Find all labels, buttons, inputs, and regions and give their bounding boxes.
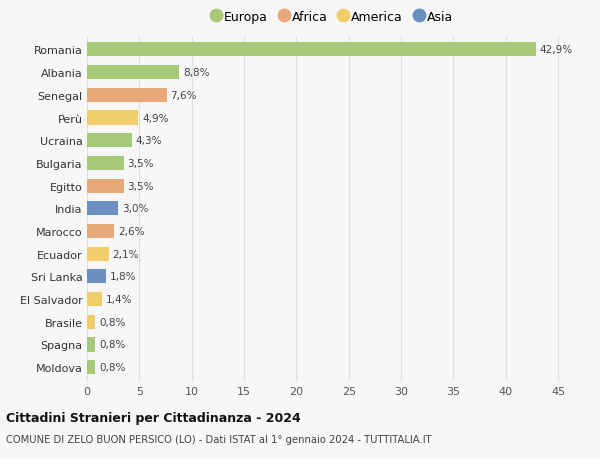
Text: 0,8%: 0,8% (99, 340, 125, 350)
Text: 8,8%: 8,8% (183, 68, 209, 78)
Bar (87, 89, 167, 103)
Text: 42,9%: 42,9% (540, 45, 573, 55)
Bar (87, 157, 124, 171)
Text: 2,6%: 2,6% (118, 226, 145, 236)
Bar (87, 270, 106, 284)
Text: 3,0%: 3,0% (122, 204, 148, 214)
Text: Cittadini Stranieri per Cittadinanza - 2024: Cittadini Stranieri per Cittadinanza - 2… (6, 411, 301, 424)
Bar (87, 134, 132, 148)
Text: 1,8%: 1,8% (110, 272, 136, 282)
Bar (87, 292, 101, 307)
Text: 1,4%: 1,4% (106, 294, 132, 304)
Text: 3,5%: 3,5% (127, 158, 154, 168)
Text: COMUNE DI ZELO BUON PERSICO (LO) - Dati ISTAT al 1° gennaio 2024 - TUTTITALIA.IT: COMUNE DI ZELO BUON PERSICO (LO) - Dati … (6, 434, 431, 444)
Bar (87, 179, 124, 193)
Bar (87, 202, 118, 216)
Text: 7,6%: 7,6% (170, 90, 197, 101)
Bar (87, 224, 114, 239)
Bar (87, 360, 95, 375)
Legend: Europa, Africa, America, Asia: Europa, Africa, America, Asia (213, 11, 453, 23)
Bar (87, 315, 95, 329)
Text: 4,3%: 4,3% (136, 136, 162, 146)
Bar (87, 43, 536, 57)
Text: 3,5%: 3,5% (127, 181, 154, 191)
Text: 0,8%: 0,8% (99, 317, 125, 327)
Bar (87, 111, 138, 125)
Bar (87, 247, 109, 261)
Text: 0,8%: 0,8% (99, 363, 125, 372)
Bar (87, 66, 179, 80)
Text: 2,1%: 2,1% (113, 249, 139, 259)
Bar (87, 338, 95, 352)
Text: 4,9%: 4,9% (142, 113, 169, 123)
